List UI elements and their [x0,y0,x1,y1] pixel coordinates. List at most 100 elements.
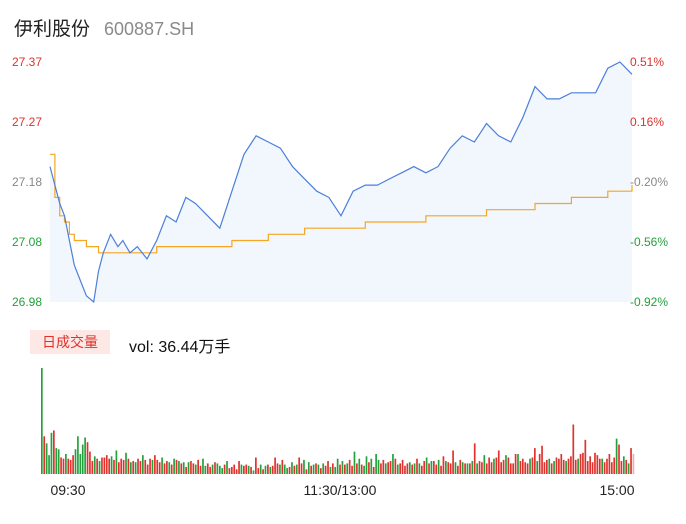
volume-bar [185,466,187,474]
volume-bar [115,450,118,474]
volume-bar [442,456,445,474]
volume-bar [464,463,466,474]
volume-bar [630,448,632,474]
volume-bar [615,438,618,474]
time-tick-label: 15:00 [599,482,634,498]
volume-bar [101,457,103,474]
price-tick-label: 27.18 [12,175,42,189]
volume-bar [437,459,440,474]
volume-bar [274,457,276,474]
volume-bar [192,463,195,474]
volume-bar [288,466,291,474]
volume-bar [473,443,476,474]
volume-bar [125,452,127,474]
volume-bar [394,458,397,474]
volume-bar [226,461,228,474]
volume-bar [57,449,60,474]
volume-bar [233,464,236,474]
volume-bar [608,453,611,474]
volume-bar [589,456,591,474]
volume-bar [620,461,623,474]
volume-bar [202,458,204,474]
volume-bar [267,464,269,474]
volume-bar [293,465,296,474]
volume-bar [471,461,474,474]
volume-bar [449,463,452,474]
volume-bar [331,463,334,474]
volume-bar [565,461,567,474]
volume-bar [180,463,183,474]
volume-bar [230,466,233,474]
price-area-fill [50,62,632,302]
volume-bar [466,463,469,474]
volume-bar [255,457,257,474]
volume-bar [550,463,553,474]
volume-bar [375,453,377,474]
volume-bar [534,448,536,474]
volume-bar [98,461,101,474]
volume-bar [41,368,43,474]
volume-bar [509,463,512,474]
volume-bar [146,464,149,474]
volume-bar [190,461,192,474]
volume-tab[interactable]: 日成交量 [30,330,110,354]
volume-bar [161,457,163,474]
volume-bar [105,455,108,474]
volume-bar [543,462,546,474]
volume-bar [594,452,596,474]
volume-bar [327,461,329,474]
percent-tick-label: -0.92% [630,295,668,309]
volume-bar [601,458,604,474]
volume-bar [461,462,464,474]
volume-bar [336,458,339,474]
volume-bar [93,456,96,474]
volume-bar [81,444,84,474]
volume-bar [72,455,74,474]
volume-bar [199,465,202,474]
volume-bar [113,459,115,474]
percent-tick-label: 0.51% [630,55,664,69]
price-panel [49,61,633,304]
volume-bar [238,461,240,474]
volume-bar [43,436,46,474]
volume-bar [132,461,135,474]
volume-bar [144,459,147,474]
price-line [49,61,633,304]
volume-bar [322,463,325,474]
volume-bar [74,449,77,474]
volume-bar [368,462,370,474]
volume-bar [570,456,572,474]
volume-bar [495,457,498,474]
percent-tick-label: 0.16% [630,115,664,129]
axis-labels: 27.37 27.27 27.18 27.08 26.98 0.51% 0.16% -0.20… [12,55,668,498]
volume-bar [454,462,457,474]
volume-bar [404,465,406,474]
price-tick-label: 27.37 [12,55,42,69]
volume-bar [209,466,212,474]
volume-bar [382,459,385,474]
volume-bar [562,459,565,474]
volume-bar [103,457,106,474]
percent-tick-label: -0.20% [630,175,668,189]
volume-bar [483,455,486,474]
volume-bar [259,464,262,474]
volume-bar [67,458,70,474]
volume-bar [500,462,503,474]
volume-bar [505,455,507,474]
volume-bar [346,463,349,474]
volume-bar [218,465,221,474]
volume-bar [574,459,577,474]
volume-bar [401,459,404,474]
volume-bar [519,461,522,474]
volume-bar [175,459,178,474]
volume-bar [286,468,288,474]
volume-bar [216,463,219,474]
time-tick-label: 09:30 [50,482,85,498]
volume-bar [305,469,308,474]
volume-bar [166,461,168,474]
volume-bar [45,443,48,474]
volume-bar [476,463,478,474]
volume-bar [108,458,111,474]
volume-bar [560,453,563,474]
volume-panel [41,368,635,474]
